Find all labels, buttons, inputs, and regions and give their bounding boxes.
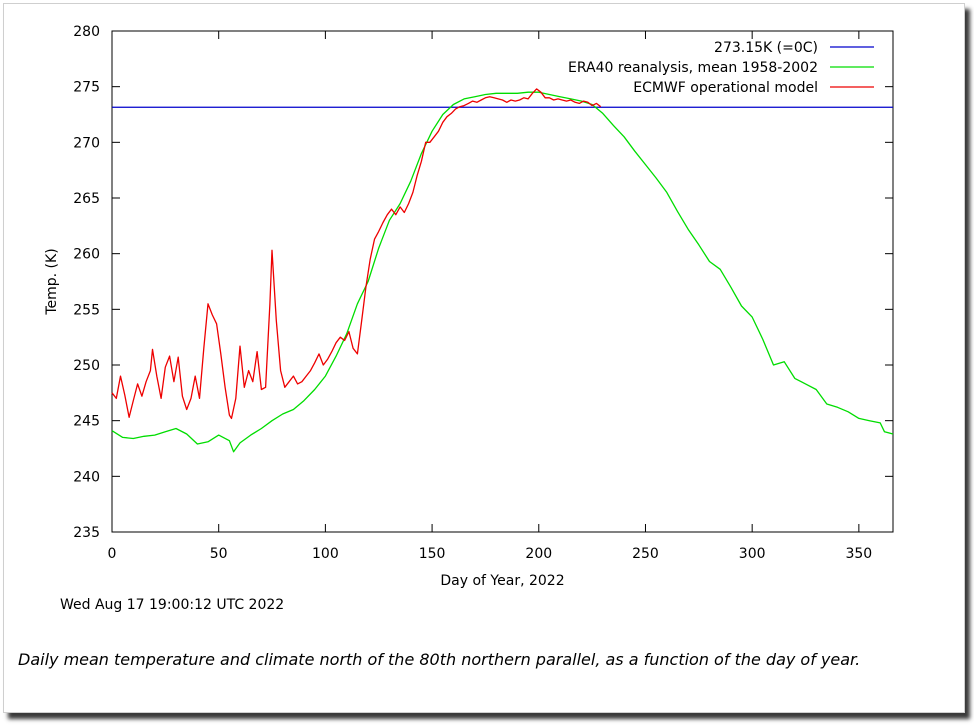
- figure-frame: 235 240 245 250 255 260 265 270 275 280 0 50 100 150 2…: [3, 3, 965, 713]
- y-tick-label: 255: [73, 302, 100, 318]
- y-tick-label: 260: [73, 247, 100, 263]
- x-tick-label: 350: [845, 546, 872, 562]
- y-tick-label: 270: [73, 135, 100, 151]
- y-tick-label: 275: [73, 80, 100, 96]
- y-tick-label: 245: [73, 414, 100, 430]
- y-tick-label: 265: [73, 191, 100, 207]
- y-tick-label: 240: [73, 469, 100, 485]
- y-tick-label: 280: [73, 24, 100, 40]
- legend-label: ECMWF operational model: [633, 80, 818, 96]
- x-tick-label: 300: [739, 546, 766, 562]
- figure-caption: Daily mean temperature and climate north…: [18, 650, 861, 669]
- ecmwf-series: [111, 88, 602, 420]
- x-tick-label: 250: [632, 546, 659, 562]
- y-tick-label: 250: [73, 358, 100, 374]
- x-tick-label: 150: [419, 546, 446, 562]
- x-tick-label: 200: [525, 546, 552, 562]
- y-axis-label: Temp. (K): [44, 248, 60, 315]
- x-tick-label: 50: [210, 546, 228, 562]
- x-axis-label: Day of Year, 2022: [440, 573, 564, 589]
- legend-label: ERA40 reanalysis, mean 1958-2002: [568, 60, 818, 76]
- era40-series: [111, 91, 894, 453]
- legend-label: 273.15K (=0C): [714, 40, 818, 56]
- temperature-chart: 235 240 245 250 255 260 265 270 275 280 0 50 100 150 2…: [44, 24, 894, 589]
- timestamp: Wed Aug 17 19:00:12 UTC 2022: [60, 597, 285, 613]
- y-tick-label: 235: [73, 525, 100, 541]
- x-tick-label: 100: [312, 546, 339, 562]
- plot-border: [111, 30, 894, 533]
- x-tick-label: 0: [108, 546, 117, 562]
